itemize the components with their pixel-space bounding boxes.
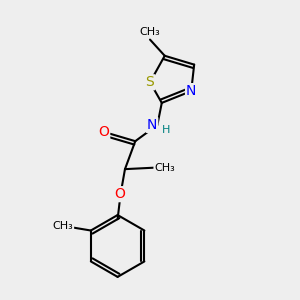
Text: H: H	[161, 125, 170, 135]
Text: S: S	[146, 75, 154, 89]
Text: N: N	[186, 84, 196, 98]
Text: CH₃: CH₃	[140, 27, 160, 37]
Text: O: O	[115, 187, 125, 201]
Text: N: N	[147, 118, 157, 132]
Text: CH₃: CH₃	[52, 221, 73, 231]
Text: O: O	[98, 125, 109, 139]
Text: CH₃: CH₃	[154, 163, 175, 173]
